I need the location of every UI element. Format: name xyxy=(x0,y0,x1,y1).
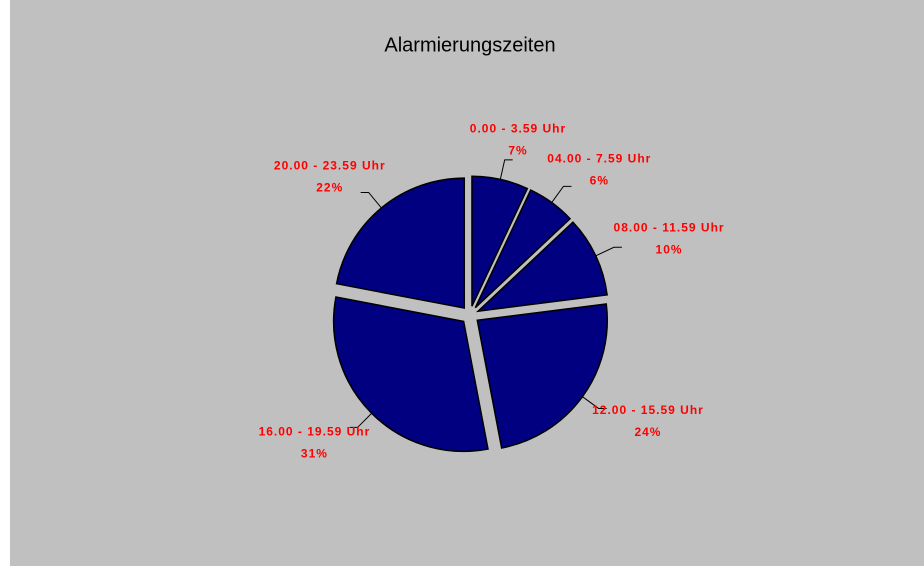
pie-slice xyxy=(471,175,529,307)
pie-slice xyxy=(335,177,466,309)
leader-line xyxy=(595,246,622,257)
chart-background xyxy=(10,0,924,566)
leader-line xyxy=(499,159,513,180)
slice-label: 0.00 - 3.59 Uhr xyxy=(470,122,566,136)
slice-label: 12.00 - 15.59 Uhr xyxy=(592,403,704,417)
slice-value-label: 22% xyxy=(316,180,343,194)
slice-label: 16.00 - 19.59 Uhr xyxy=(259,424,371,438)
slice-value-label: 31% xyxy=(301,446,328,460)
slice-value-label: 24% xyxy=(634,425,661,439)
pie-slice xyxy=(332,296,489,453)
leader-line xyxy=(551,185,572,203)
slice-label: 08.00 - 11.59 Uhr xyxy=(614,221,725,235)
pie-slice xyxy=(475,221,608,313)
pie-slice xyxy=(476,303,609,449)
leader-line xyxy=(349,412,373,428)
slice-value-label: 6% xyxy=(590,174,609,188)
slice-value-label: 7% xyxy=(508,144,527,158)
pie-slice xyxy=(474,189,572,309)
leader-line xyxy=(360,191,382,209)
slice-label: 04.00 - 7.59 Uhr xyxy=(547,152,651,166)
leader-line xyxy=(582,396,607,409)
slice-value-label: 10% xyxy=(656,243,683,257)
chart-title: Alarmierungszeiten xyxy=(384,34,555,56)
slice-label: 20.00 - 23.59 Uhr xyxy=(274,158,386,172)
